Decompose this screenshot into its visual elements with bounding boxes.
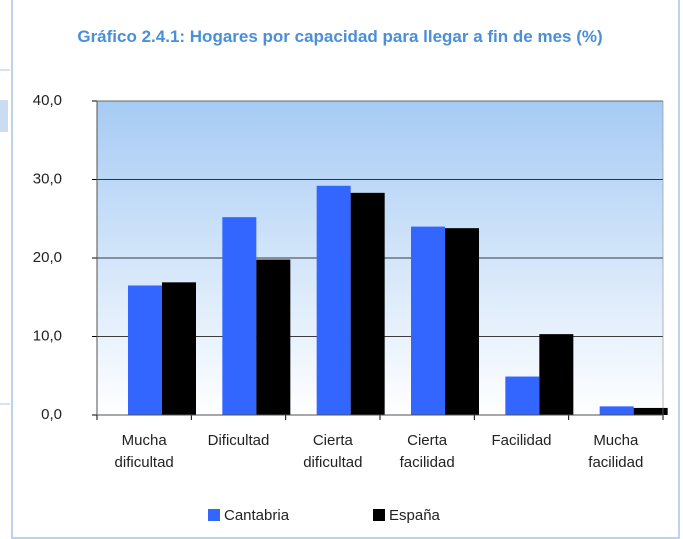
x-tick-label: Mucha facilidad [588, 432, 644, 471]
bar [599, 406, 634, 415]
legend-swatch [373, 509, 385, 521]
y-tick-label: 40,0 [33, 92, 62, 109]
chart-title: Gráfico 2.4.1: Hogares por capacidad par… [77, 27, 603, 46]
frame [11, 0, 680, 539]
y-tick-label: 10,0 [33, 327, 62, 344]
y-tick-label: 30,0 [33, 170, 62, 187]
bar [222, 217, 257, 415]
y-tick-label: 0,0 [41, 406, 62, 423]
x-tick-label: Facilidad [491, 432, 552, 449]
bar [633, 407, 668, 415]
x-tick-label: Cierta dificultad [303, 432, 363, 471]
x-tick-label: Cierta facilidad [399, 432, 455, 471]
bar [128, 285, 162, 415]
legend-label: Cantabria [224, 507, 290, 524]
legend-label: España [389, 507, 441, 524]
bar [505, 376, 540, 415]
bar [411, 226, 445, 415]
x-tick-label: Mucha dificultad [114, 432, 174, 471]
bar [350, 192, 385, 415]
bar [256, 259, 291, 415]
bar [162, 282, 196, 415]
plot-border [96, 100, 664, 416]
side-tab [0, 100, 8, 132]
legend-swatch [208, 509, 220, 521]
y-tick-label: 20,0 [33, 249, 62, 266]
bar [445, 228, 479, 415]
bar [316, 185, 351, 415]
x-tick-label: Dificultad [207, 432, 270, 449]
bar [539, 334, 574, 415]
